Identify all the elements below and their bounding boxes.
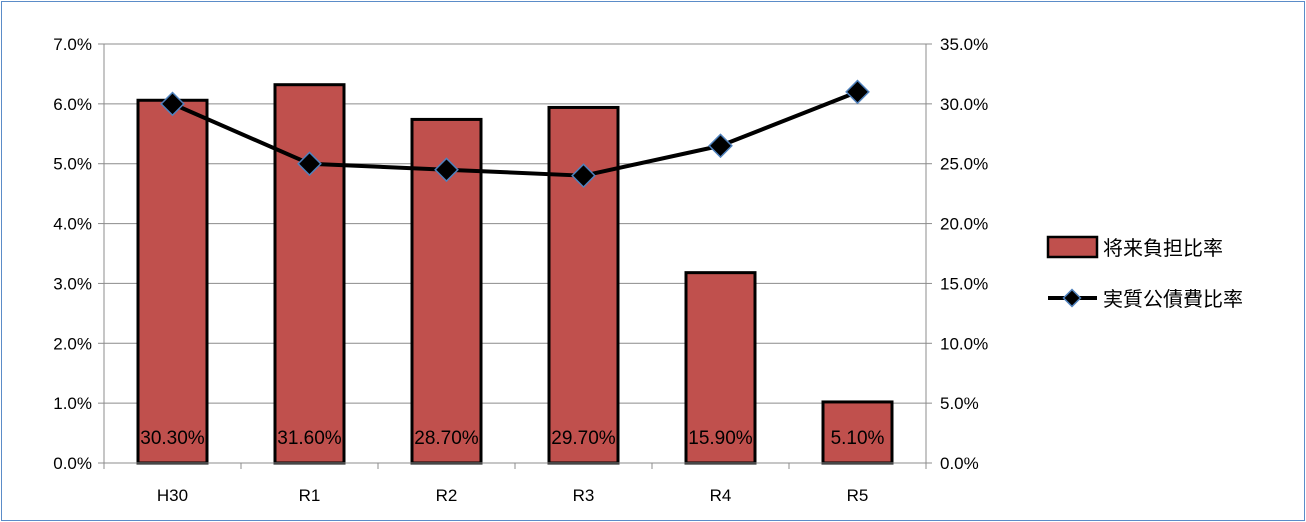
y-left-tick-label: 0.0% (53, 454, 92, 473)
legend-swatch-bar (1046, 235, 1099, 259)
line-series-path (171, 90, 859, 178)
legend-label-line: 実質公債費比率 (1103, 287, 1243, 311)
axes: 0.0% 1.0% 2.0% 3.0% 4.0% 5.0% 6.0% 7.0% 0.0% 5.0%… (53, 35, 988, 505)
y-right-tick-label: 5.0% (940, 394, 979, 413)
bar-data-label: 15.90% (688, 428, 753, 449)
y-left-tick-label: 6.0% (53, 95, 92, 114)
legend: 将来負担比率 実質公債費比率 (1046, 235, 1243, 311)
y-right-tick-label: 25.0% (940, 155, 988, 174)
y-left-tick-label: 4.0% (53, 215, 92, 234)
line-point (160, 91, 185, 117)
bar (684, 271, 757, 465)
y-right-tick-label: 15.0% (940, 274, 988, 293)
legend-label-bar: 将来負担比率 (1103, 236, 1223, 260)
x-tick-label: R2 (436, 486, 458, 505)
line-point (297, 151, 322, 177)
bar-series (136, 83, 894, 465)
gridlines (104, 43, 926, 404)
bar-data-label: 30.30% (140, 428, 205, 449)
y-left-tick-label: 2.0% (53, 334, 92, 353)
x-tick-label: R1 (299, 486, 321, 505)
line-point (434, 157, 459, 183)
y-right-tick-label: 30.0% (940, 95, 988, 114)
bar-data-label: 29.70% (551, 428, 616, 449)
line-series (160, 79, 870, 189)
bar-data-label: 31.60% (277, 428, 342, 449)
line-point (708, 133, 733, 159)
y-right-tick-label: 10.0% (940, 334, 988, 353)
bar-data-label: 5.10% (831, 428, 885, 449)
y-right-tick-label: 0.0% (940, 454, 979, 473)
line-point (571, 163, 596, 189)
y-left-tick-label: 7.0% (53, 35, 92, 54)
y-left-tick-label: 5.0% (53, 155, 92, 174)
bar-data-label: 28.70% (414, 428, 479, 449)
bar (273, 83, 346, 465)
x-tick-label: R5 (847, 486, 869, 505)
y-left-tick-label: 1.0% (53, 394, 92, 413)
bar (547, 105, 620, 465)
data-labels: 30.30% 31.60% 28.70% 29.70% 15.90% 5.10% (140, 428, 884, 449)
y-left-tick-label: 3.0% (53, 274, 92, 293)
x-tick-label: R3 (573, 486, 595, 505)
y-right-tick-label: 20.0% (940, 215, 988, 234)
y-right-tick-label: 35.0% (940, 35, 988, 54)
line-point (845, 79, 870, 105)
bar (136, 98, 209, 465)
x-tick-label: R4 (710, 486, 732, 505)
x-tick-label: H30 (157, 486, 188, 505)
legend-marker (1062, 288, 1082, 308)
